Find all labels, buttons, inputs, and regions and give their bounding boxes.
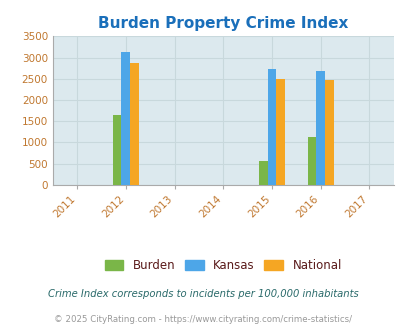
Bar — [324, 80, 333, 185]
Bar — [315, 71, 324, 185]
Bar — [113, 115, 121, 185]
Bar — [258, 161, 267, 185]
Title: Burden Property Crime Index: Burden Property Crime Index — [98, 16, 347, 31]
Bar — [121, 52, 130, 185]
Text: Crime Index corresponds to incidents per 100,000 inhabitants: Crime Index corresponds to incidents per… — [47, 289, 358, 299]
Bar — [276, 79, 284, 185]
Legend: Burden, Kansas, National: Burden, Kansas, National — [98, 253, 347, 278]
Bar — [307, 137, 315, 185]
Bar — [130, 63, 139, 185]
Bar — [267, 69, 276, 185]
Text: © 2025 CityRating.com - https://www.cityrating.com/crime-statistics/: © 2025 CityRating.com - https://www.city… — [54, 315, 351, 324]
